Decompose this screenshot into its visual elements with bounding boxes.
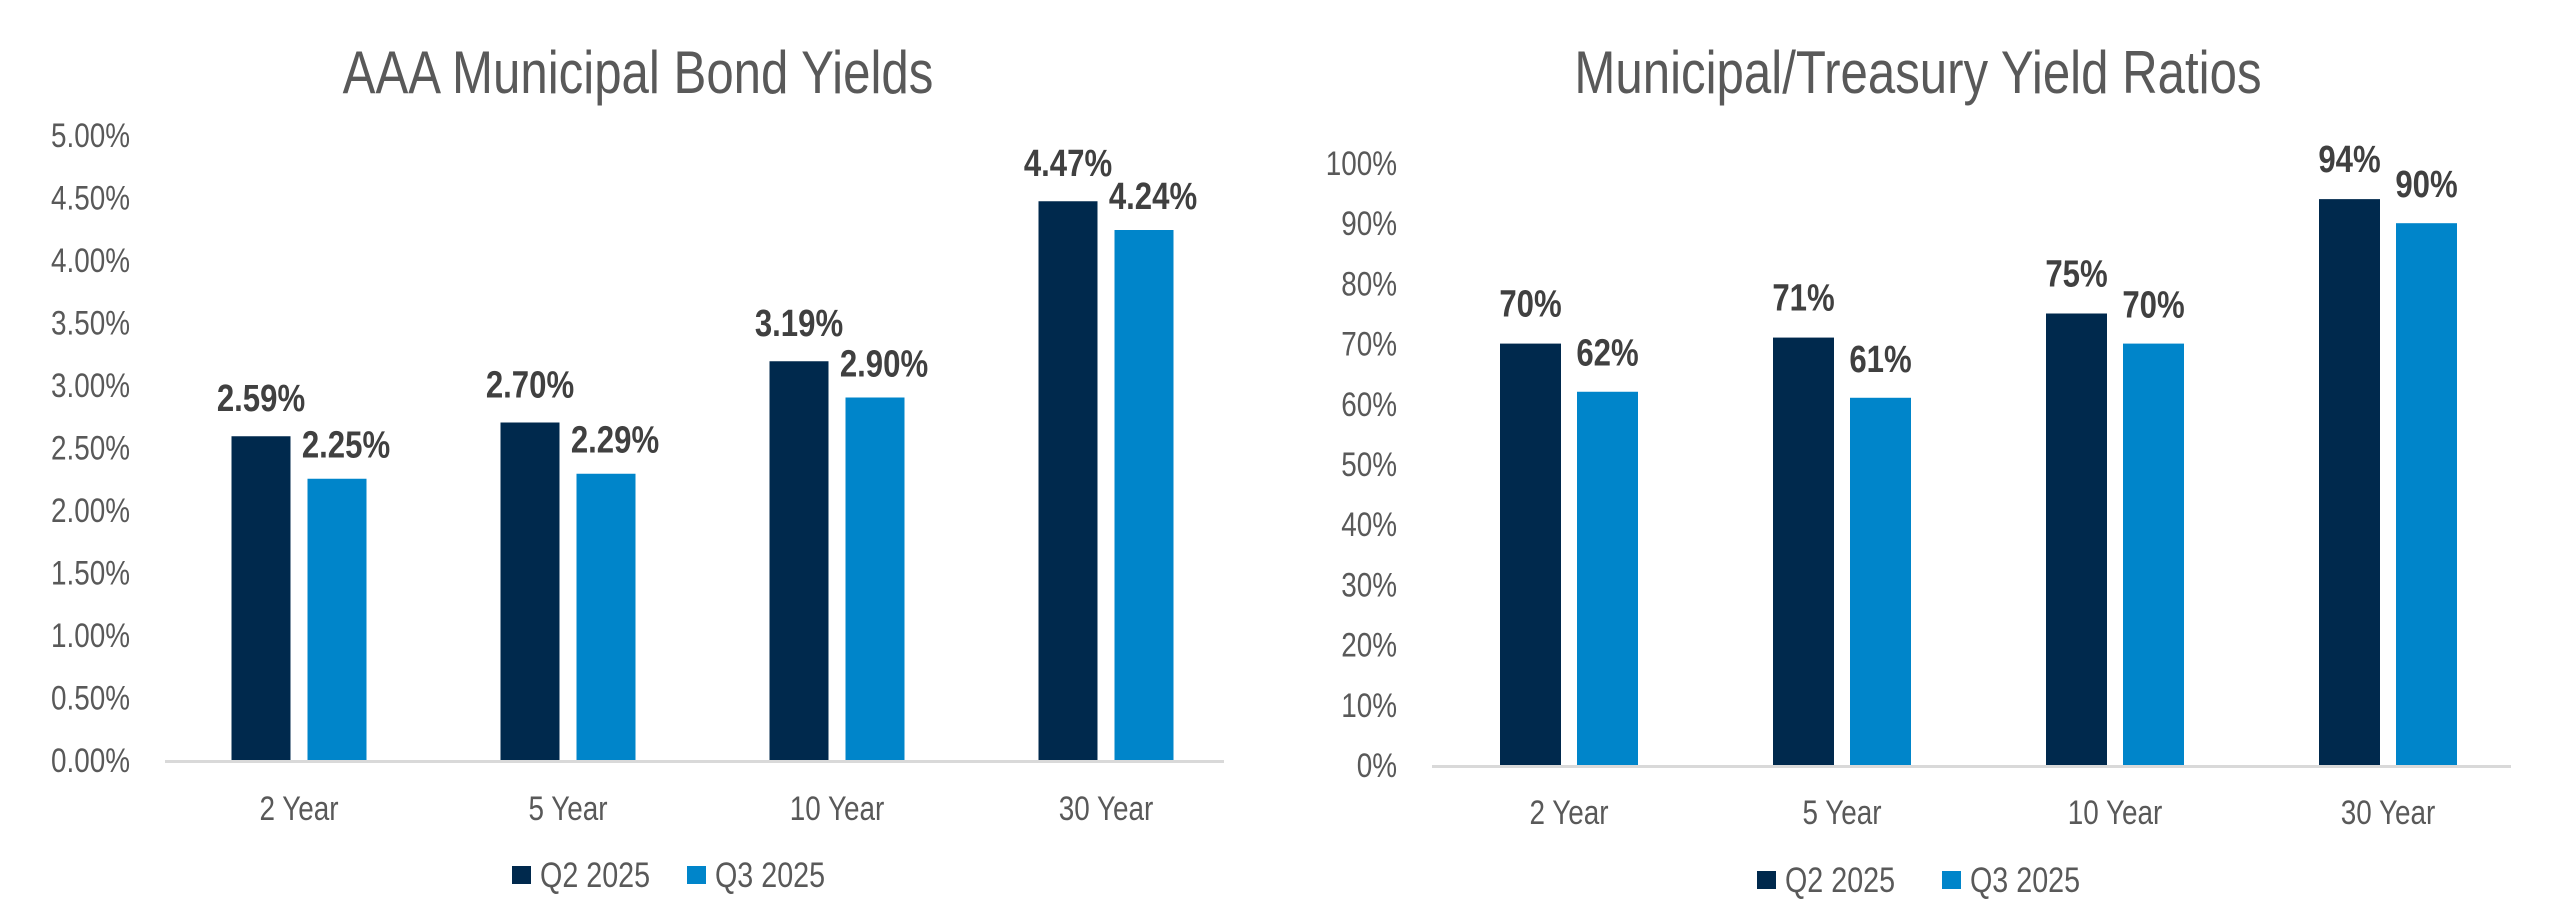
bar-group-5-year: 2.70% 2.29% [486, 365, 659, 760]
data-label: 4.47% [1024, 143, 1112, 185]
legend-swatch-icon [1757, 871, 1776, 889]
legend-item-q2-2025[interactable]: Q2 2025 [512, 855, 650, 895]
y-tick-label: 2.00% [51, 491, 130, 529]
data-label: 4.24% [1109, 176, 1197, 218]
y-tick-label: 0% [1357, 746, 1397, 784]
legend-item-q3-2025[interactable]: Q3 2025 [687, 855, 825, 895]
data-label: 62% [1576, 333, 1638, 375]
y-tick-label: 2.50% [51, 429, 130, 467]
bar-q2-2025[interactable] [2319, 199, 2380, 765]
y-tick-label: 0.00% [51, 741, 130, 779]
legend-label: Q2 2025 [540, 855, 650, 894]
bar-group-5-year: 71% 61% [1772, 278, 1912, 765]
data-label: 61% [1849, 339, 1911, 381]
y-tick-label: 60% [1341, 385, 1397, 423]
bar-q3-2025[interactable] [1114, 230, 1174, 760]
y-tick-label: 80% [1341, 265, 1397, 303]
bar-q3-2025[interactable] [845, 397, 905, 761]
bar-group-10-year: 75% 70% [2045, 254, 2185, 766]
data-label: 3.19% [755, 303, 843, 345]
bar-q2-2025[interactable] [231, 436, 291, 760]
x-tick-label: 2 Year [259, 789, 338, 827]
data-label: 90% [2395, 164, 2457, 206]
y-tick-label: 1.00% [51, 616, 130, 654]
legend: Q2 2025 Q3 2025 [512, 855, 825, 895]
y-tick-label: 3.50% [51, 304, 130, 342]
y-tick-label: 40% [1341, 506, 1397, 544]
chart-yield-ratios: Municipal/Treasury Yield Ratios 0% 10% 20%… [1326, 38, 2511, 900]
bar-q2-2025[interactable] [2046, 313, 2107, 766]
data-label: 2.70% [486, 365, 574, 407]
bar-q2-2025[interactable] [500, 422, 560, 761]
bar-q2-2025[interactable] [1773, 337, 1834, 765]
y-tick-label: 20% [1341, 626, 1397, 664]
legend-swatch-icon [512, 866, 531, 884]
legend-label: Q3 2025 [1970, 860, 2080, 899]
data-label: 70% [2122, 285, 2184, 327]
x-tick-label: 30 Year [2341, 793, 2436, 831]
x-tick-label: 10 Year [790, 789, 885, 827]
x-tick-label: 30 Year [1059, 789, 1154, 827]
bar-group-30-year: 94% 90% [2318, 139, 2458, 765]
legend-label: Q3 2025 [715, 855, 825, 894]
legend: Q2 2025 Q3 2025 [1757, 860, 2080, 900]
x-tick-label: 5 Year [528, 789, 607, 827]
bar-group-10-year: 3.19%2.90% [755, 303, 928, 760]
legend-item-q2-2025[interactable]: Q2 2025 [1757, 860, 1895, 900]
x-tick-label: 5 Year [1802, 793, 1881, 831]
chart-title: Municipal/Treasury Yield Ratios [1574, 38, 2261, 106]
chart-muni-yields: AAA Municipal Bond Yields 0.00% 0.50% 1.00… [51, 38, 1224, 895]
y-tick-label: 10% [1341, 686, 1397, 724]
y-tick-label: 70% [1341, 325, 1397, 363]
y-tick-label: 50% [1341, 445, 1397, 483]
y-tick-label: 100% [1326, 144, 1397, 182]
data-label: 2.90% [840, 344, 928, 386]
bar-q3-2025[interactable] [576, 473, 636, 760]
bar-q3-2025[interactable] [1850, 397, 1911, 765]
bar-q3-2025[interactable] [307, 478, 367, 760]
y-tick-label: 30% [1341, 566, 1397, 604]
data-label: 2.29% [571, 420, 659, 462]
data-label: 71% [1772, 278, 1834, 320]
bar-group-2-year: 2.59% 2.25% [217, 378, 390, 760]
bar-q2-2025[interactable] [1500, 343, 1561, 765]
legend-swatch-icon [687, 866, 706, 884]
bar-q2-2025[interactable] [1038, 201, 1098, 760]
data-label: 2.25% [302, 425, 390, 467]
bar-q2-2025[interactable] [769, 361, 829, 760]
legend-label: Q2 2025 [1785, 860, 1895, 899]
y-tick-label: 4.00% [51, 241, 130, 279]
bar-group-30-year: 4.47%4.24% [1024, 143, 1197, 760]
data-label: 75% [2045, 254, 2107, 296]
data-label: 2.59% [217, 378, 305, 420]
y-tick-label: 90% [1341, 205, 1397, 243]
bar-q3-2025[interactable] [1577, 391, 1638, 765]
x-tick-label: 10 Year [2068, 793, 2163, 831]
bar-group-2-year: 70% 62% [1499, 284, 1639, 765]
legend-swatch-icon [1942, 871, 1961, 889]
y-tick-label: 4.50% [51, 179, 130, 217]
data-label: 70% [1499, 284, 1561, 326]
bar-q3-2025[interactable] [2123, 343, 2184, 765]
y-tick-label: 0.50% [51, 679, 130, 717]
y-tick-label: 3.00% [51, 366, 130, 404]
y-tick-label: 1.50% [51, 554, 130, 592]
legend-item-q3-2025[interactable]: Q3 2025 [1942, 860, 2080, 900]
x-tick-label: 2 Year [1529, 793, 1608, 831]
bar-q3-2025[interactable] [2396, 223, 2457, 765]
y-tick-label: 5.00% [51, 116, 130, 154]
chart-title: AAA Municipal Bond Yields [343, 38, 934, 106]
data-label: 94% [2318, 139, 2380, 181]
